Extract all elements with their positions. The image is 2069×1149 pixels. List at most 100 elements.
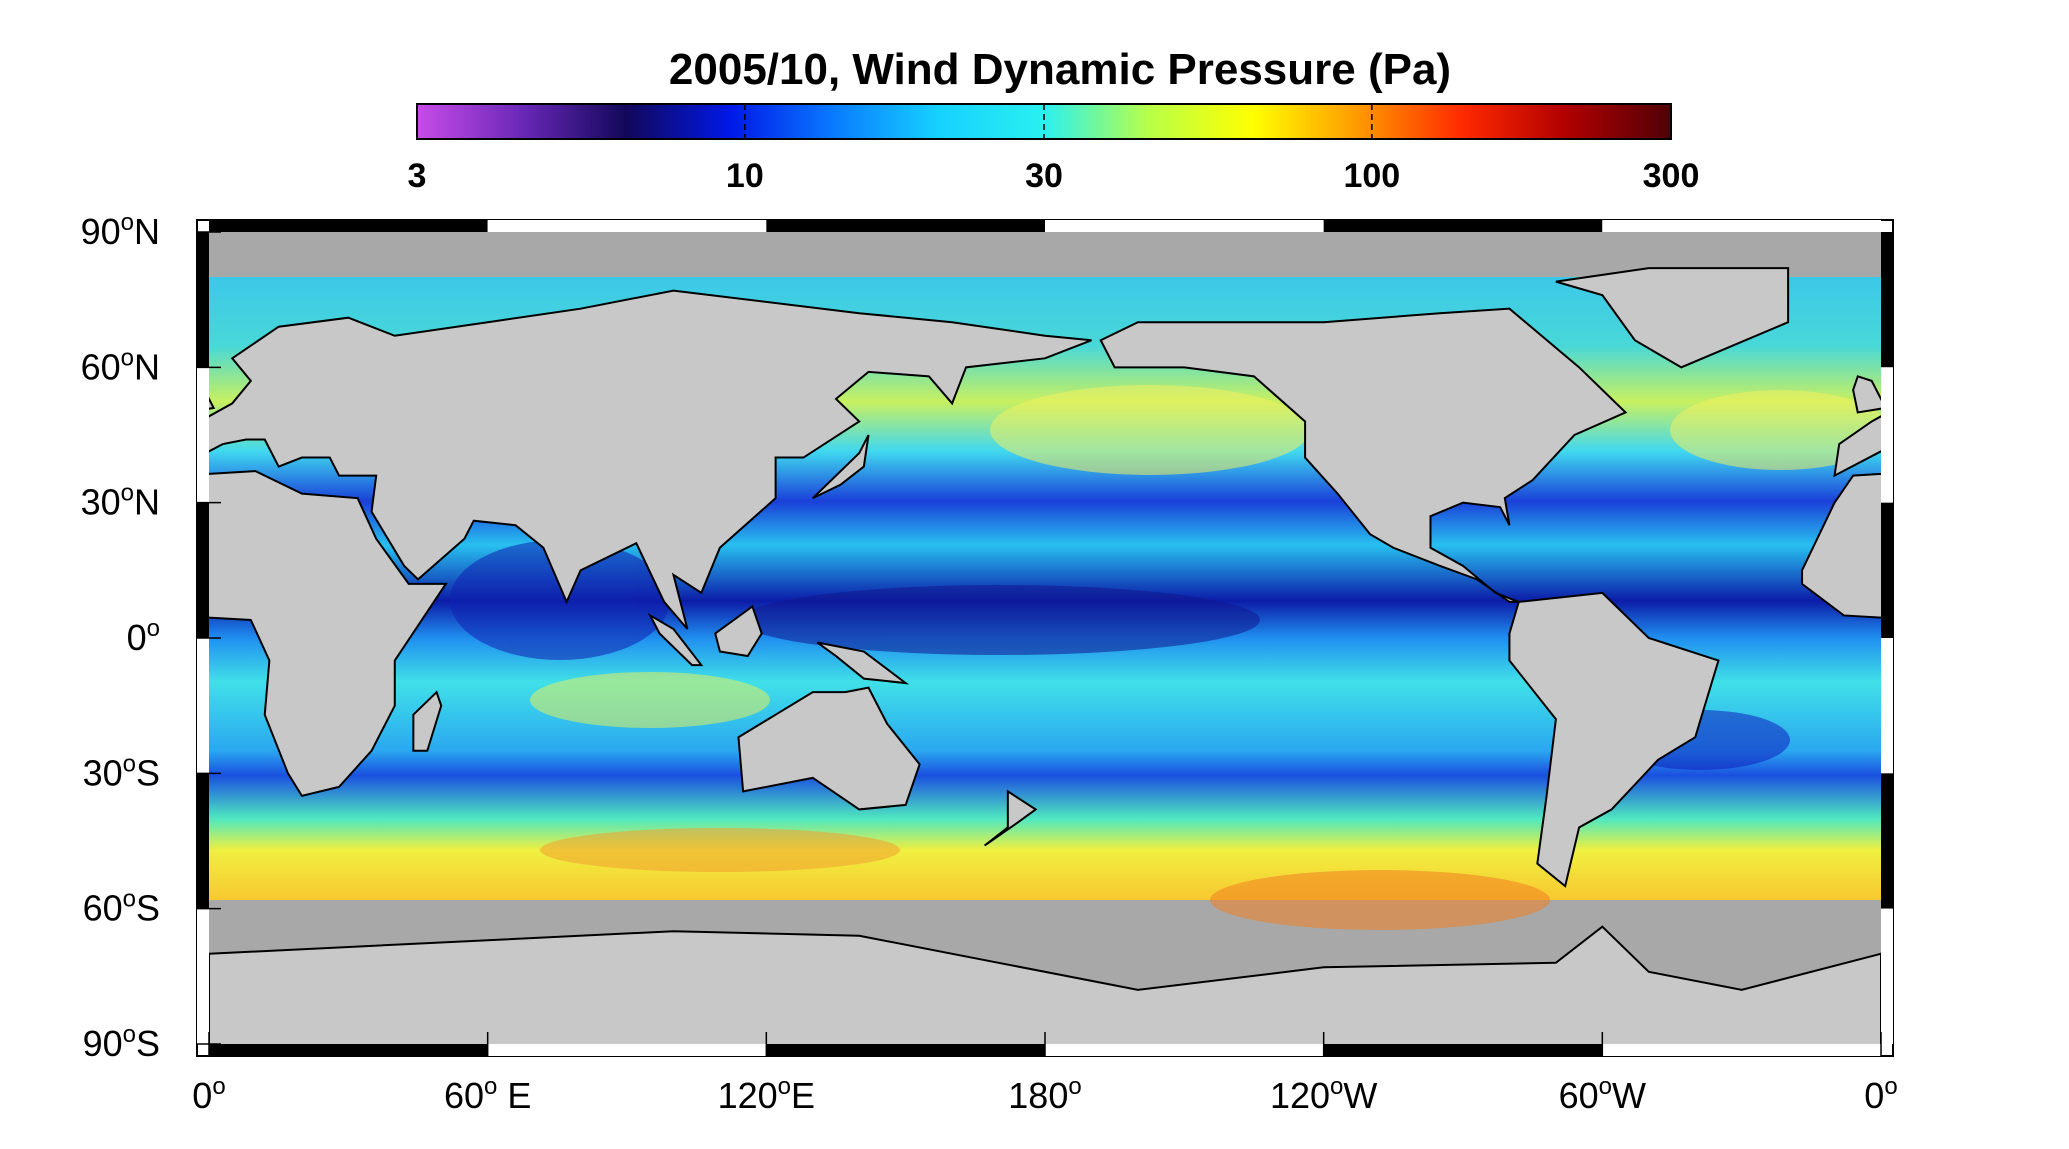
tick-number: 30 (81, 482, 121, 523)
frame-bar (487, 1044, 767, 1056)
frame-bar (1602, 1044, 1881, 1056)
landmass (984, 789, 1038, 847)
landmass (647, 612, 704, 667)
frame-bar (209, 1044, 488, 1056)
frame-bar (1881, 232, 1893, 368)
frame-bar (209, 220, 488, 232)
frame-bar (197, 908, 209, 1044)
degree-mark: o (778, 1073, 791, 1100)
landmass (1555, 267, 1790, 369)
tick-label: 0o (1864, 1073, 1897, 1116)
tick-suffix: S (136, 752, 160, 793)
tick-label: 0o (127, 615, 160, 658)
frame-bar (1045, 220, 1324, 232)
landmass (209, 470, 448, 798)
tick-number: 0 (192, 1075, 212, 1116)
landmass (0, 593, 46, 886)
tick-suffix: E (497, 1075, 531, 1116)
landmass (209, 396, 216, 410)
frame-bar (197, 773, 209, 909)
frame-bar (1881, 908, 1893, 1044)
tick-label: 60oW (1559, 1073, 1646, 1116)
degree-mark: o (1068, 1073, 1081, 1100)
tick-number: 60 (444, 1075, 484, 1116)
frame-bar (197, 638, 209, 774)
frame-bar (1602, 220, 1881, 232)
degree-mark: o (1884, 1073, 1897, 1100)
tick-label: 60o E (444, 1073, 531, 1116)
tick-number: 90 (83, 1023, 123, 1064)
frame-bar (1323, 220, 1603, 232)
frame-bar (766, 1044, 1045, 1056)
tick-label: 90oN (81, 209, 160, 252)
colorbar-tick-label: 3 (408, 157, 427, 195)
landmass (1099, 307, 1628, 603)
degree-mark: o (121, 480, 134, 507)
degree-mark: o (1330, 1073, 1343, 1100)
frame-bar (1045, 1044, 1324, 1056)
tick-suffix: N (134, 346, 160, 387)
tick-suffix: W (1612, 1075, 1646, 1116)
degree-mark: o (212, 1073, 225, 1100)
tick-suffix: N (134, 482, 160, 523)
landmass (714, 604, 763, 658)
tick-number: 30 (83, 752, 123, 793)
tick-number: 180 (1008, 1075, 1068, 1116)
tick-label: 120oW (1270, 1073, 1377, 1116)
tick-label: 0o (192, 1073, 225, 1116)
tick-number: 0 (1864, 1075, 1884, 1116)
degree-mark: o (121, 344, 134, 371)
tick-suffix: N (134, 211, 160, 252)
tick-label: 90oS (83, 1021, 160, 1064)
colorbar-tick-label: 10 (726, 157, 764, 195)
landmass (1833, 415, 1881, 478)
tick-number: 120 (718, 1075, 778, 1116)
frame-bar (1881, 367, 1893, 503)
degree-mark: o (121, 209, 134, 236)
tick-label: 60oS (83, 886, 160, 929)
colorbar-tick-label: 100 (1343, 157, 1400, 195)
landmass (1880, 952, 1881, 1044)
colorbar-tick-label: 300 (1643, 157, 1700, 195)
tick-label: 60oN (81, 344, 160, 387)
tick-label: 120oE (718, 1073, 815, 1116)
tick-suffix: S (136, 888, 160, 929)
landmass (812, 434, 870, 500)
landmass (1801, 472, 1881, 619)
tick-suffix: S (136, 1023, 160, 1064)
landmass (1508, 591, 1720, 888)
tick-suffix: W (1343, 1075, 1377, 1116)
frame-bar (766, 220, 1045, 232)
title: 2005/10, Wind Dynamic Pressure (Pa) (669, 45, 1451, 94)
frame-bar (1881, 773, 1893, 909)
ocean-features (450, 385, 1881, 930)
tick-number: 0 (127, 617, 147, 658)
tick-number: 60 (83, 888, 123, 929)
degree-mark: o (1599, 1073, 1612, 1100)
degree-mark: o (123, 1021, 136, 1048)
degree-mark: o (484, 1073, 497, 1100)
tick-number: 60 (81, 346, 121, 387)
degree-mark: o (147, 615, 160, 642)
frame-bar (197, 367, 209, 503)
frame-bar (1881, 502, 1893, 638)
tick-label: 180o (1008, 1073, 1081, 1116)
landmass (737, 686, 921, 811)
tick-number: 90 (81, 211, 121, 252)
frame-bar (1881, 638, 1893, 774)
colorbar-tick-label: 30 (1025, 157, 1063, 195)
tick-label: 30oN (81, 480, 160, 523)
frame-bar (197, 502, 209, 638)
land (0, 267, 1881, 1044)
landmass (816, 641, 910, 685)
tick-number: 60 (1559, 1075, 1599, 1116)
frame-bar (487, 220, 767, 232)
frame-bars (197, 220, 1893, 1056)
landmass (209, 289, 1092, 630)
landmass (209, 925, 1881, 1044)
tick-number: 120 (1270, 1075, 1330, 1116)
colorbar: 3 10 30 100 300 (408, 103, 1700, 195)
tick-label: 30oS (83, 750, 160, 793)
landmass (412, 690, 443, 752)
tick-suffix: E (791, 1075, 815, 1116)
